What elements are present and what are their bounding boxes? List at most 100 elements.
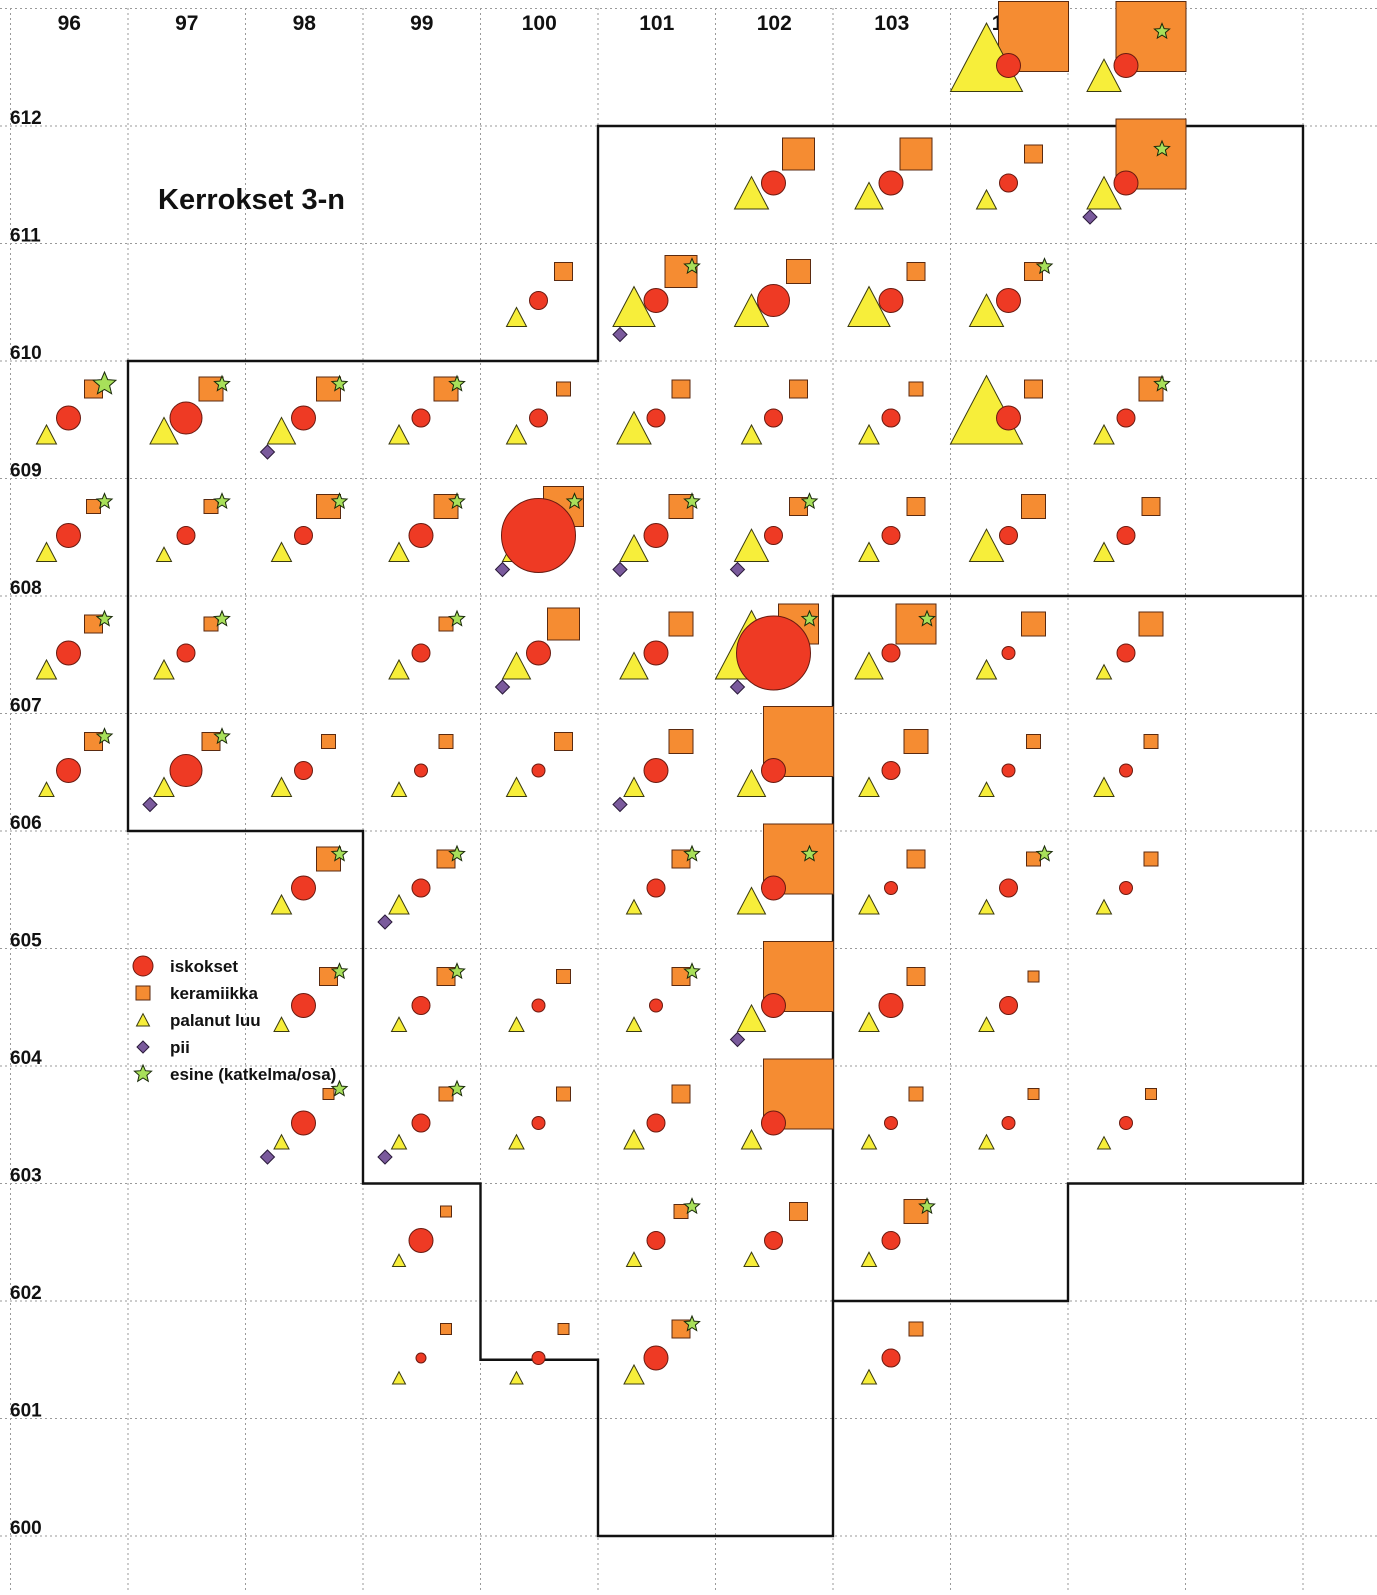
pii-marker: [494, 679, 511, 695]
keramiikka-marker: [557, 1323, 570, 1335]
palanut-luu-marker: [736, 886, 767, 915]
pii-marker: [729, 561, 746, 578]
square-100-609: [388, 374, 466, 445]
square-101-610: [505, 262, 573, 327]
esine-marker: [683, 1314, 701, 1332]
square-105-606: [978, 734, 1041, 797]
keramiikka-marker: [554, 262, 573, 281]
iskokset-marker: [761, 1110, 786, 1136]
keramiikka-marker: [899, 137, 933, 171]
square-104-601: [860, 1321, 924, 1385]
iskokset-marker: [764, 408, 783, 428]
palanut-luu-marker: [736, 768, 767, 797]
iskokset-marker: [761, 758, 786, 783]
legend-label-esine: esine (katkelma/osa): [170, 1065, 336, 1084]
square-106-612: [1086, 1, 1187, 92]
iskokset-marker: [878, 993, 904, 1018]
esine-marker: [213, 374, 231, 392]
palanut-luu-marker: [388, 423, 410, 445]
row-label-605: 605: [10, 931, 42, 952]
iskokset-marker: [1119, 763, 1133, 778]
row-label-602: 602: [10, 1283, 42, 1304]
keramiikka-marker: [440, 1323, 452, 1335]
iskokset-marker: [531, 763, 546, 778]
square-106-606: [1093, 734, 1159, 797]
iskokset-marker: [643, 1345, 669, 1371]
iskokset-marker: [1119, 1116, 1133, 1130]
square-104-609: [858, 381, 924, 445]
row-label-608: 608: [10, 578, 42, 599]
iskokset-marker: [501, 498, 576, 573]
iskokset-marker: [294, 526, 313, 545]
iskokset-marker: [408, 523, 434, 548]
esine-marker: [330, 1079, 349, 1097]
palanut-luu-marker: [1086, 175, 1122, 210]
palanut-luu-marker: [978, 1016, 995, 1032]
esine-marker: [91, 370, 118, 395]
legend-item-keramiikka: keramiikka: [135, 984, 258, 1003]
palanut-luu-marker: [858, 893, 880, 915]
row-label-609: 609: [10, 461, 42, 482]
keramiikka-marker: [1024, 379, 1043, 399]
palanut-luu-marker: [978, 781, 995, 797]
square-100-607: [388, 609, 466, 680]
pii-marker: [729, 679, 746, 695]
palanut-luu-marker: [505, 306, 528, 327]
iskokset-marker: [169, 401, 203, 435]
iskokset-marker: [176, 526, 196, 545]
iskokset-marker: [878, 170, 904, 196]
square-105-607: [975, 611, 1046, 680]
palanut-luu-marker: [733, 293, 770, 327]
iskokset-marker: [56, 758, 81, 783]
pii-marker: [142, 796, 158, 813]
row-label-601: 601: [10, 1401, 42, 1422]
square-101-608: [494, 486, 584, 578]
iskokset-marker: [761, 993, 786, 1018]
iskokset-marker: [56, 640, 81, 666]
iskokset-marker: [411, 643, 431, 663]
square-105-608: [968, 494, 1046, 562]
square-106-611: [1082, 118, 1187, 225]
square-97-609: [35, 370, 118, 445]
iskokset-marker: [531, 1351, 546, 1365]
map-title: Kerrokset 3-n: [158, 184, 345, 216]
palanut-luu-marker: [508, 1133, 525, 1150]
keramiikka-marker: [547, 607, 580, 641]
iskokset-marker: [881, 526, 901, 545]
square-104-611: [854, 137, 933, 210]
palanut-luu-marker: [388, 541, 410, 562]
pii-marker: [377, 1149, 393, 1165]
iskokset-marker: [881, 408, 901, 428]
palanut-luu-marker: [153, 776, 175, 797]
palanut-luu-marker: [273, 1016, 290, 1032]
palanut-luu-marker: [1086, 58, 1122, 92]
legend-star-icon: [133, 1063, 153, 1083]
palanut-luu-marker: [854, 651, 884, 680]
esine-marker: [1035, 257, 1054, 275]
square-105-612: [949, 1, 1069, 92]
palanut-luu-marker: [736, 1003, 767, 1032]
iskokset-marker: [176, 643, 196, 663]
square-102-608: [612, 492, 701, 578]
palanut-luu-marker: [1095, 898, 1113, 915]
palanut-luu-marker: [978, 1133, 995, 1150]
palanut-luu-marker: [508, 1016, 525, 1032]
legend-square-icon: [135, 985, 151, 1001]
keramiikka-marker: [438, 734, 454, 749]
palanut-luu-marker: [1093, 776, 1115, 797]
square-99-605: [270, 844, 349, 915]
palanut-luu-marker: [149, 416, 179, 445]
square-97-607: [35, 609, 114, 680]
square-102-603: [623, 1084, 691, 1150]
square-100-605: [377, 844, 466, 930]
legend-item-palanut_luu: palanut luu: [135, 1011, 261, 1030]
square-103-603: [740, 1058, 834, 1150]
iskokset-marker: [999, 996, 1018, 1015]
square-103-610: [733, 259, 811, 327]
keramiikka-marker: [906, 967, 926, 986]
keramiikka-marker: [438, 616, 454, 632]
palanut-luu-marker: [625, 1016, 643, 1032]
esine-marker: [448, 492, 466, 510]
row-label-610: 610: [10, 343, 42, 364]
square-100-602: [391, 1205, 452, 1267]
